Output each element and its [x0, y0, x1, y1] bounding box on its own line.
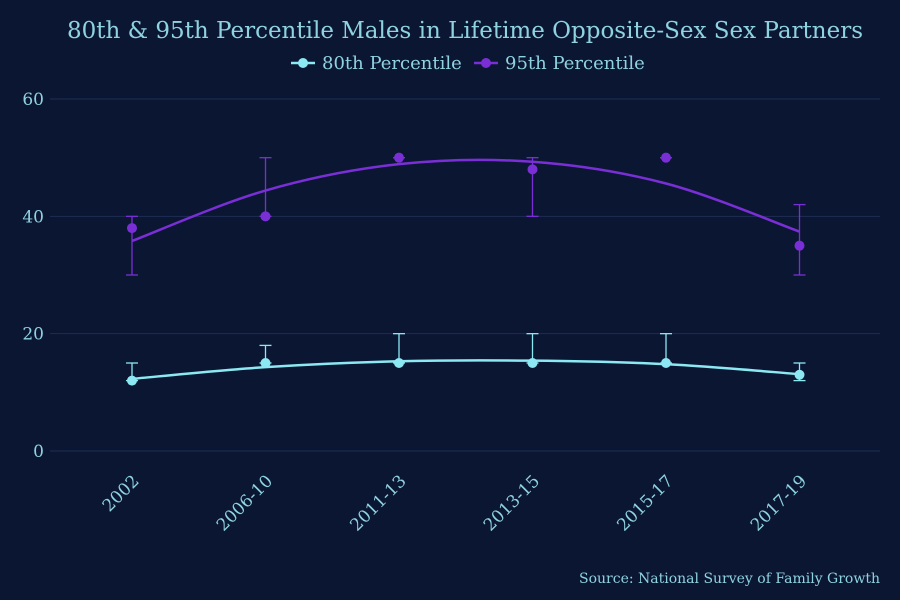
y-tick-label-1: 20	[22, 325, 44, 345]
y-tick-label-2: 40	[22, 207, 44, 227]
gridlines	[50, 98, 880, 452]
source-note: Source: National Survey of Family Growth	[579, 571, 880, 587]
data-point-1-0	[127, 223, 137, 234]
data-point-1-1	[260, 211, 271, 222]
data-point-0-4	[661, 358, 671, 368]
data-point-0-2	[394, 358, 404, 368]
y-tick-label-0: 0	[33, 442, 44, 462]
data-point-1-4	[661, 152, 671, 163]
data-point-1-2	[394, 152, 404, 163]
data-point-0-1	[260, 358, 271, 368]
series-layer	[126, 152, 806, 386]
legend-label-95th: 95th Percentile	[505, 53, 645, 74]
data-point-1-3	[527, 164, 538, 175]
data-point-1-5	[794, 240, 805, 251]
y-axis-ticks: 0 20 40 60	[22, 90, 44, 462]
data-point-0-5	[794, 369, 805, 380]
legend-marker-dot-95th	[481, 58, 491, 68]
trend-line-1	[131, 158, 800, 243]
legend-label-80th: 80th Percentile	[322, 53, 462, 74]
trend-line-0	[131, 359, 800, 381]
series-1	[126, 152, 806, 276]
series-0	[126, 333, 806, 386]
legend-marker-dot-80th	[298, 58, 308, 68]
y-tick-label-3: 60	[22, 90, 44, 110]
chart-title: 80th & 95th Percentile Males in Lifetime…	[67, 18, 863, 44]
data-point-0-3	[527, 358, 538, 368]
legend: 80th Percentile 95th Percentile	[291, 53, 645, 74]
data-point-0-0	[127, 375, 137, 386]
legend-item-80th[interactable]: 80th Percentile	[291, 53, 462, 74]
legend-item-95th[interactable]: 95th Percentile	[474, 53, 645, 74]
